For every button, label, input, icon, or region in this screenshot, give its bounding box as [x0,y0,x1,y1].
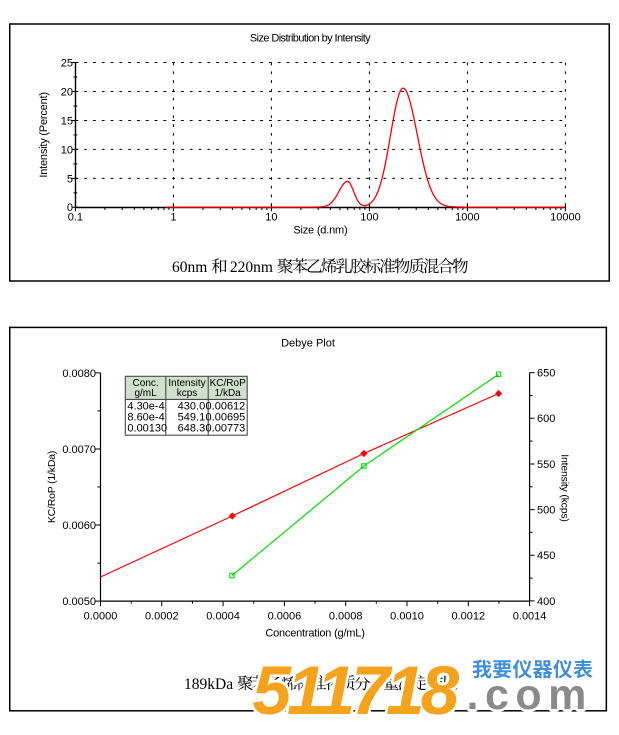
svg-text:Intensity (Percent): Intensity (Percent) [38,92,50,177]
svg-text:1/kDa: 1/kDa [215,388,242,399]
svg-text:Intensity: Intensity [168,378,205,389]
svg-text:Conc.: Conc. [133,378,159,389]
svg-text:0.0014: 0.0014 [513,610,547,622]
svg-text:0.0008: 0.0008 [329,610,363,622]
svg-text:15: 15 [61,115,73,127]
svg-text:g/mL: g/mL [134,388,157,399]
svg-text:0.00612: 0.00612 [206,401,246,413]
svg-text:511718: 511718 [253,652,460,729]
svg-text:550: 550 [537,459,555,471]
svg-text:.com: .com [467,671,593,719]
svg-text:500: 500 [537,505,555,517]
svg-text:60nm: 60nm [172,259,207,276]
svg-text:4.30e-4: 4.30e-4 [127,401,164,413]
svg-text:10: 10 [265,212,277,224]
svg-text:5: 5 [67,173,73,185]
svg-text:648.3: 648.3 [178,422,206,434]
svg-text:0.00130: 0.00130 [127,422,167,434]
svg-text:0: 0 [67,202,73,214]
svg-text:0.00773: 0.00773 [206,422,246,434]
svg-text:450: 450 [537,550,555,562]
svg-text:220nm: 220nm [230,259,273,276]
svg-text:Debye Plot: Debye Plot [281,338,335,350]
svg-text:KC/RoP (1/kDa): KC/RoP (1/kDa) [46,451,58,523]
svg-text:0.1: 0.1 [68,212,83,224]
svg-text:511718: 511718 [253,652,460,729]
svg-text:Concentration (g/mL): Concentration (g/mL) [265,628,364,640]
svg-text:10000: 10000 [550,212,581,224]
svg-text:0.00695: 0.00695 [206,412,246,424]
svg-text:10: 10 [61,144,73,156]
svg-text:Intensity (kcps): Intensity (kcps) [559,454,571,521]
svg-text:430.0: 430.0 [178,401,206,413]
svg-text:0.0002: 0.0002 [145,610,179,622]
svg-text:8.60e-4: 8.60e-4 [127,412,164,424]
svg-text:25: 25 [61,58,73,70]
svg-text:1000: 1000 [455,212,479,224]
svg-text:0.0010: 0.0010 [390,610,424,622]
svg-text:20: 20 [61,86,73,98]
svg-text:0.0050: 0.0050 [62,596,96,608]
svg-text:0.0080: 0.0080 [62,368,96,380]
svg-text:189kDa: 189kDa [184,676,233,693]
svg-text:549.1: 549.1 [178,412,206,424]
svg-text:0.0012: 0.0012 [451,610,485,622]
svg-text:0.0006: 0.0006 [268,610,302,622]
svg-text:400: 400 [537,596,555,608]
svg-text:100: 100 [360,212,378,224]
svg-text:KC/RoP: KC/RoP [210,378,246,389]
svg-text:Size Distribution by Intensity: Size Distribution by Intensity [250,32,371,44]
svg-text:0.0000: 0.0000 [84,610,118,622]
svg-text:kcps: kcps [177,388,198,399]
svg-text:Size (d.nm): Size (d.nm) [293,225,347,237]
svg-text:1: 1 [170,212,176,224]
svg-text:650: 650 [537,368,555,380]
svg-text:600: 600 [537,413,555,425]
svg-text:0.0004: 0.0004 [206,610,240,622]
svg-text:0.0070: 0.0070 [62,444,96,456]
svg-text:0.0060: 0.0060 [62,520,96,532]
